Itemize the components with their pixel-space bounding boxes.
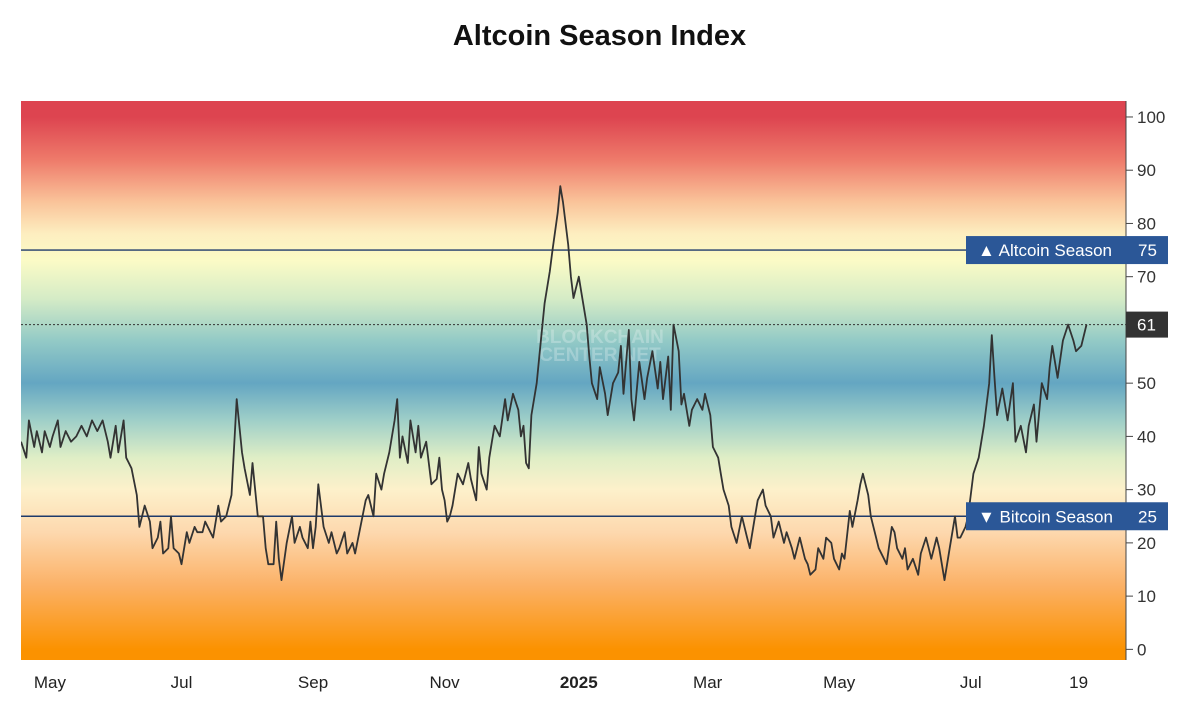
y-tick-label-90: 90 [1137, 161, 1156, 180]
x-tick-label-6: May [823, 673, 856, 692]
chart-title: Altcoin Season Index [452, 20, 747, 52]
x-tick-label-2: Sep [298, 673, 328, 692]
y-tick-label-70: 70 [1137, 268, 1156, 287]
threshold-badge-value: 25 [1138, 507, 1157, 526]
y-tick-label-20: 20 [1137, 534, 1156, 553]
threshold-badge-value: 75 [1138, 241, 1157, 260]
y-tick-label-40: 40 [1137, 427, 1156, 446]
x-axis-ticks: May Jul Sep Nov 2025 Mar May Jul 19 [34, 673, 1088, 692]
threshold-badge-bg [966, 236, 1168, 265]
y-tick-label-0: 0 [1137, 640, 1146, 659]
y-tick-label-80: 80 [1137, 214, 1156, 233]
x-tick-label-5: Mar [693, 673, 723, 692]
x-tick-label-1: Jul [171, 673, 193, 692]
x-tick-label-8: 19 [1069, 673, 1088, 692]
y-tick-label-50: 50 [1137, 374, 1156, 393]
threshold-lines [21, 249, 1126, 517]
watermark-line-1: BLOCKCHAIN [536, 327, 664, 348]
x-tick-label-4: 2025 [560, 673, 598, 692]
threshold-badge-label: ▼ Bitcoin Season [978, 507, 1113, 526]
x-tick-label-3: Nov [429, 673, 460, 692]
y-tick-label-10: 10 [1137, 587, 1156, 606]
threshold-badges: ▲ Altcoin Season 75 ▼ Bitcoin Season 25 [966, 236, 1168, 531]
y-tick-label-100: 100 [1137, 108, 1165, 127]
threshold-badge-bg [966, 502, 1168, 531]
current-badge-bg [1126, 311, 1168, 338]
threshold-badge-label: ▲ Altcoin Season [978, 241, 1112, 260]
threshold-badge-25: ▼ Bitcoin Season 25 [966, 502, 1168, 531]
y-axis-ticks: 0102030405060708090100 [1126, 108, 1165, 659]
x-tick-label-7: Jul [960, 673, 982, 692]
x-tick-label-0: May [34, 673, 67, 692]
plot-background [21, 101, 1126, 660]
threshold-badge-75: ▲ Altcoin Season 75 [966, 236, 1168, 265]
y-tick-label-30: 30 [1137, 481, 1156, 500]
current-value-badge: 61 [1126, 311, 1168, 338]
watermark-line-2: CENTER.NET [539, 345, 661, 366]
current-badge-label: 61 [1137, 316, 1156, 335]
watermark: BLOCKCHAIN CENTER.NET [536, 327, 664, 366]
series-line [21, 185, 1088, 581]
